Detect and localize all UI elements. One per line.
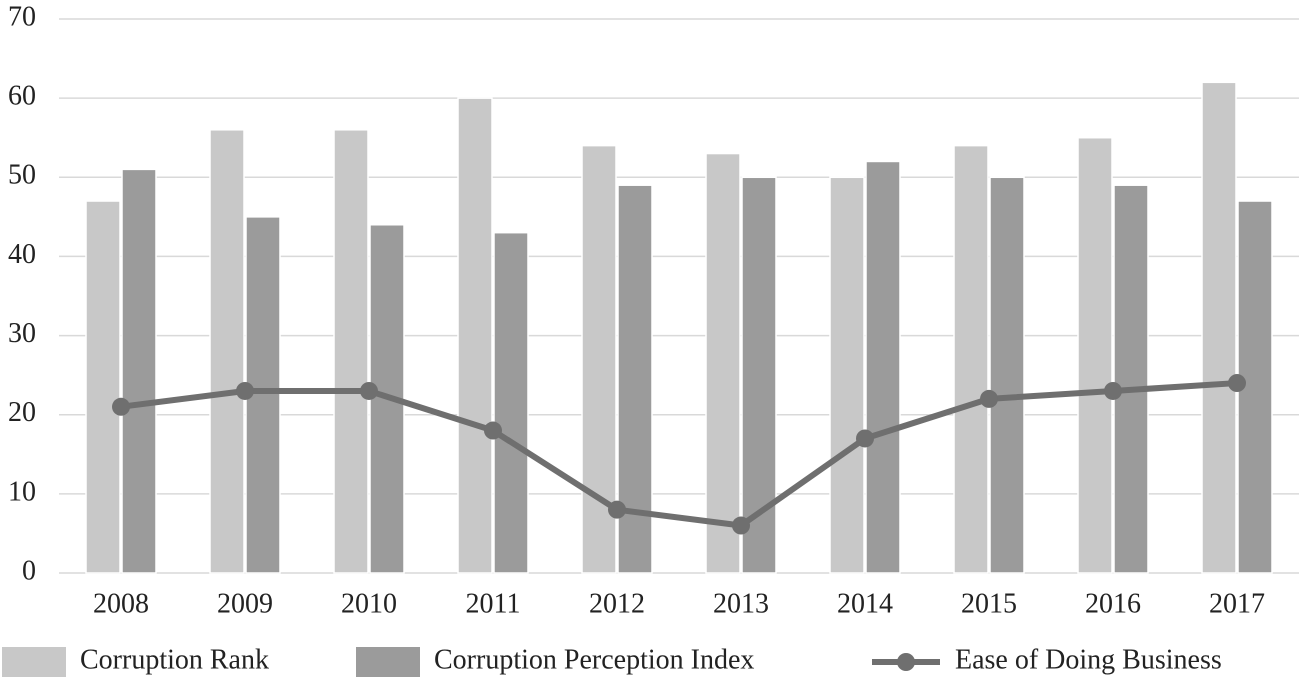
line-point bbox=[1104, 381, 1122, 400]
bar bbox=[829, 176, 865, 574]
line-point bbox=[484, 421, 502, 440]
x-tick-label: 2013 bbox=[713, 588, 769, 619]
bar bbox=[865, 160, 901, 574]
legend-label: Ease of Doing Business bbox=[955, 644, 1222, 675]
legend-swatch bbox=[2, 647, 66, 677]
x-tick-label: 2011 bbox=[466, 588, 521, 619]
bar bbox=[209, 129, 245, 574]
y-tick-label: 10 bbox=[8, 476, 36, 507]
line bbox=[120, 380, 1238, 529]
x-tick-label: 2016 bbox=[1085, 588, 1141, 619]
x-tick-label: 2017 bbox=[1209, 588, 1265, 619]
bar bbox=[493, 231, 529, 574]
y-tick-label: 70 bbox=[8, 1, 36, 32]
bar bbox=[85, 200, 121, 574]
bar bbox=[457, 97, 493, 574]
bar bbox=[121, 168, 157, 574]
x-tick-label: 2014 bbox=[837, 588, 893, 619]
line-point bbox=[980, 389, 998, 408]
line-point bbox=[856, 429, 874, 448]
bar bbox=[989, 176, 1025, 574]
y-tick-label: 0 bbox=[22, 555, 36, 586]
line-point bbox=[1228, 374, 1246, 393]
legend-label: Corruption Rank bbox=[80, 644, 269, 675]
legend-label: Corruption Perception Index bbox=[434, 644, 754, 675]
y-tick-label: 40 bbox=[8, 239, 36, 270]
bar bbox=[333, 129, 369, 574]
bar bbox=[1077, 136, 1113, 574]
line-point bbox=[608, 500, 626, 519]
legend-swatch bbox=[356, 647, 420, 677]
bar bbox=[581, 144, 617, 574]
line-point bbox=[112, 397, 130, 416]
y-tick-label: 20 bbox=[8, 397, 36, 428]
line-point bbox=[732, 516, 750, 535]
x-tick-label: 2015 bbox=[961, 588, 1017, 619]
line-point bbox=[360, 381, 378, 400]
x-tick-label: 2008 bbox=[93, 588, 149, 619]
bar bbox=[1113, 184, 1149, 574]
legend-swatch bbox=[897, 653, 915, 671]
x-tick-label: 2009 bbox=[217, 588, 273, 619]
x-tick-label: 2010 bbox=[341, 588, 397, 619]
bar bbox=[953, 144, 989, 574]
y-tick-label: 50 bbox=[8, 160, 36, 191]
x-tick-label: 2012 bbox=[589, 588, 645, 619]
bar bbox=[705, 152, 741, 574]
y-tick-label: 60 bbox=[8, 81, 36, 112]
line-point bbox=[236, 381, 254, 400]
bar bbox=[1201, 81, 1237, 574]
y-tick-label: 30 bbox=[8, 318, 36, 349]
